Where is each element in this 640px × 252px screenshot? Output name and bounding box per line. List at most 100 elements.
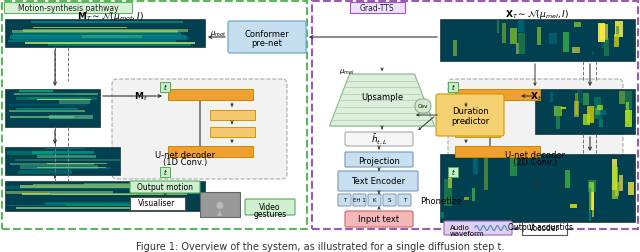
Bar bbox=[36, 167, 106, 168]
Text: pre-net: pre-net bbox=[252, 38, 282, 47]
Bar bbox=[210, 111, 255, 120]
Bar bbox=[66, 204, 132, 207]
Bar bbox=[25, 43, 195, 44]
FancyBboxPatch shape bbox=[338, 194, 351, 206]
Bar bbox=[440, 212, 444, 218]
Bar bbox=[473, 158, 477, 174]
Bar bbox=[12, 31, 178, 34]
Bar bbox=[10, 116, 74, 118]
Bar bbox=[612, 159, 617, 191]
Bar bbox=[6, 186, 159, 189]
Bar bbox=[484, 157, 488, 191]
Bar bbox=[583, 93, 589, 106]
Bar bbox=[45, 148, 84, 150]
Bar bbox=[448, 83, 458, 93]
Bar bbox=[22, 194, 187, 195]
FancyBboxPatch shape bbox=[444, 221, 512, 235]
Bar bbox=[589, 205, 591, 220]
Bar bbox=[8, 41, 176, 43]
Bar bbox=[168, 90, 253, 101]
Bar bbox=[160, 167, 170, 177]
Text: $\mathbf{M}_T \sim \mathcal{N}(\mu_{mot}, I)$: $\mathbf{M}_T \sim \mathcal{N}(\mu_{mot}… bbox=[77, 10, 143, 22]
Bar bbox=[440, 154, 635, 222]
Bar bbox=[597, 105, 603, 111]
Text: U-net decoder: U-net decoder bbox=[155, 150, 215, 159]
Bar bbox=[563, 33, 569, 53]
Bar bbox=[130, 197, 185, 210]
Bar bbox=[592, 184, 594, 217]
Bar bbox=[9, 110, 84, 113]
Bar bbox=[10, 36, 186, 40]
Bar bbox=[160, 83, 170, 93]
Bar bbox=[627, 103, 628, 122]
Bar bbox=[16, 108, 78, 112]
Bar bbox=[48, 44, 191, 47]
Bar bbox=[47, 163, 107, 165]
FancyBboxPatch shape bbox=[368, 194, 381, 206]
Bar bbox=[51, 194, 136, 196]
Text: K: K bbox=[372, 198, 376, 203]
Bar bbox=[49, 116, 93, 119]
Text: Audio: Audio bbox=[450, 224, 470, 230]
Bar bbox=[537, 27, 541, 46]
Bar bbox=[33, 184, 174, 186]
Text: (1D Conv.): (1D Conv.) bbox=[163, 158, 207, 167]
Bar bbox=[625, 111, 632, 127]
Bar bbox=[455, 90, 540, 101]
Bar bbox=[619, 92, 625, 105]
Text: S: S bbox=[388, 198, 391, 203]
Bar bbox=[24, 166, 94, 169]
Bar bbox=[5, 20, 205, 48]
Bar bbox=[45, 202, 180, 205]
Bar bbox=[31, 22, 184, 24]
Text: Visualiser: Visualiser bbox=[138, 199, 176, 208]
Bar bbox=[628, 109, 630, 114]
Text: t: t bbox=[452, 169, 454, 175]
Bar bbox=[455, 111, 500, 120]
Bar bbox=[350, 3, 405, 14]
Bar bbox=[440, 20, 635, 62]
Bar bbox=[84, 183, 156, 185]
Text: waveform: waveform bbox=[450, 230, 484, 236]
Bar bbox=[587, 106, 595, 123]
Text: ▲: ▲ bbox=[218, 209, 223, 215]
Text: $\mu_{mot}$: $\mu_{mot}$ bbox=[210, 29, 226, 39]
Bar bbox=[619, 175, 623, 192]
Bar bbox=[556, 107, 561, 129]
Bar bbox=[200, 192, 240, 217]
Bar bbox=[33, 152, 94, 154]
Bar bbox=[472, 188, 475, 201]
Text: Motion-synthesis pathway: Motion-synthesis pathway bbox=[18, 4, 118, 13]
FancyBboxPatch shape bbox=[228, 22, 306, 54]
Bar bbox=[7, 205, 186, 206]
Bar bbox=[589, 188, 591, 221]
Bar bbox=[14, 93, 98, 96]
Bar bbox=[549, 34, 557, 45]
Bar bbox=[575, 101, 579, 118]
Bar bbox=[598, 24, 605, 42]
FancyBboxPatch shape bbox=[415, 100, 431, 114]
Bar bbox=[12, 37, 125, 39]
Bar bbox=[625, 91, 632, 110]
Text: $\mathbf{X}_T \sim \mathcal{N}(\mu_{mel}, I)$: $\mathbf{X}_T \sim \mathcal{N}(\mu_{mel}… bbox=[505, 8, 569, 20]
Bar bbox=[9, 105, 88, 107]
Bar bbox=[50, 193, 200, 194]
Text: Video: Video bbox=[259, 203, 281, 212]
Text: Phonetize: Phonetize bbox=[420, 196, 461, 205]
Bar bbox=[614, 35, 620, 47]
Bar bbox=[616, 27, 619, 44]
Bar bbox=[509, 156, 516, 176]
Text: Projection: Projection bbox=[358, 156, 400, 165]
FancyBboxPatch shape bbox=[448, 80, 623, 179]
Bar bbox=[554, 107, 562, 116]
Text: Cev: Cev bbox=[418, 104, 428, 109]
Bar bbox=[612, 167, 618, 200]
Bar bbox=[589, 183, 594, 210]
Text: Conformer: Conformer bbox=[244, 29, 289, 38]
FancyBboxPatch shape bbox=[345, 211, 413, 227]
Bar bbox=[16, 97, 97, 100]
Bar bbox=[29, 167, 111, 169]
Text: $\mathbf{X}_t$: $\mathbf{X}_t$ bbox=[530, 90, 541, 103]
Bar bbox=[6, 152, 53, 155]
Bar bbox=[210, 128, 255, 137]
